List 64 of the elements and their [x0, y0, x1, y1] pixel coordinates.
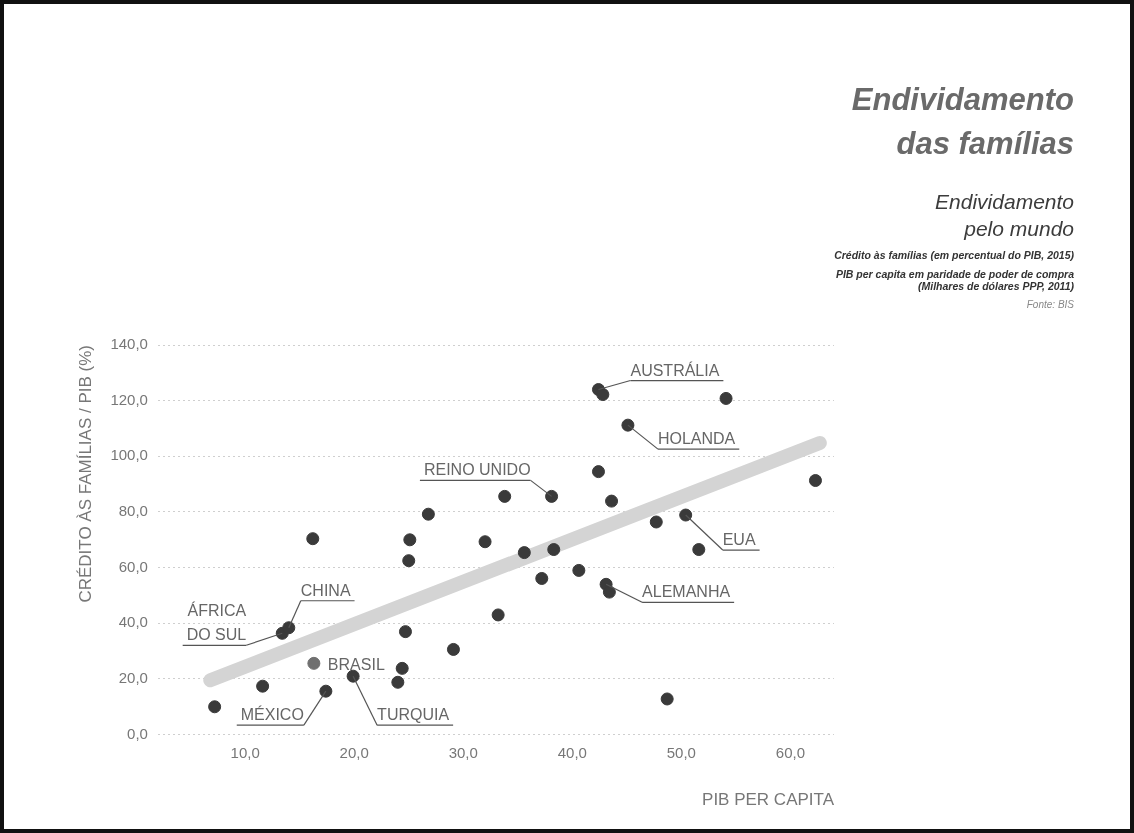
text: Crédito às famílias (em percentual do PIB, 2015): [833, 249, 1074, 261]
point: [307, 656, 321, 670]
text: PIB per capita em paridade de poder de compra (Milhares de dólares PPP, 2011): [834, 268, 1074, 292]
annotation: HOLANDA: [657, 430, 736, 448]
y-axis-title: CRÉDITO ÀS FAMÍLIAS / PIB (%): [75, 345, 95, 603]
point: [346, 669, 360, 683]
point: [446, 642, 460, 656]
point: [498, 489, 512, 503]
point: [535, 571, 549, 585]
point: [591, 465, 605, 479]
point: [649, 515, 663, 529]
point: [621, 418, 635, 432]
point: [602, 585, 616, 599]
point: [398, 625, 412, 639]
annotation: EUA: [722, 531, 756, 549]
point: [572, 563, 586, 577]
x-tick-label: 40,0: [557, 743, 587, 761]
annotation: TURQUIA: [377, 706, 450, 724]
annotation: ÁFRICA DO SUL: [186, 601, 247, 644]
point: [679, 508, 693, 522]
x-tick-label: 30,0: [448, 743, 478, 761]
y-tick-label: 20,0: [118, 669, 148, 687]
point: [395, 661, 409, 675]
point: [545, 489, 559, 503]
point: [491, 608, 505, 622]
annotation: MÉXICO: [240, 705, 304, 724]
point: [319, 684, 333, 698]
x-tick-label: 10,0: [230, 743, 260, 761]
point: [660, 692, 674, 706]
annotation: ALEMANHA: [642, 583, 731, 601]
x-tick-label: 20,0: [339, 743, 369, 761]
y-tick-label: 100,0: [110, 446, 148, 464]
point: [421, 507, 435, 521]
point: [808, 474, 822, 488]
point: [402, 554, 416, 568]
text: Endividamento pelo mundo: [934, 189, 1074, 242]
text: Endividamento das famílias: [850, 81, 1074, 163]
annotation: CHINA: [300, 581, 351, 599]
point: [547, 543, 561, 557]
annotation: AUSTRÁLIA: [630, 360, 720, 379]
point: [719, 391, 733, 405]
y-tick-label: 60,0: [118, 557, 148, 575]
annotation: BRASIL: [327, 656, 385, 674]
y-tick-label: 140,0: [110, 335, 148, 353]
x-tick-label: 50,0: [666, 743, 696, 761]
x-tick-label: 60,0: [775, 743, 805, 761]
point: [306, 532, 320, 546]
point: [391, 675, 405, 689]
y-tick-label: 0,0: [127, 724, 148, 742]
point: [517, 546, 531, 560]
y-tick-label: 40,0: [118, 613, 148, 631]
x-axis-title: PIB PER CAPITA: [702, 790, 835, 810]
point: [256, 679, 270, 693]
point: [478, 535, 492, 549]
annotation: REINO UNIDO: [423, 461, 531, 479]
y-tick-label: 120,0: [110, 390, 148, 408]
point: [403, 533, 417, 547]
point: [692, 543, 706, 557]
point: [208, 700, 222, 714]
y-tick-label: 80,0: [118, 502, 148, 520]
source-note: Fonte: BIS: [1025, 299, 1074, 310]
point: [605, 494, 619, 508]
point: [596, 388, 610, 402]
point: [282, 621, 296, 635]
